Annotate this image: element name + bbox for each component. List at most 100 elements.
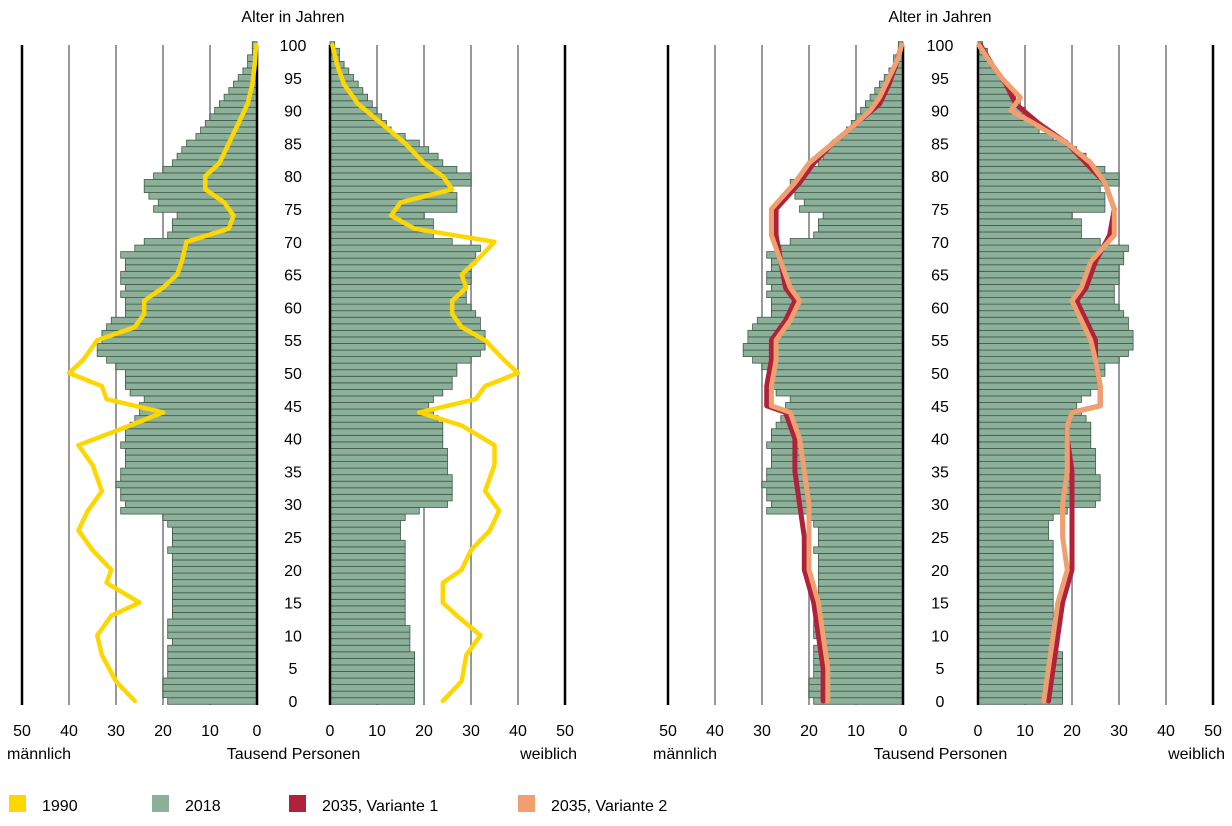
male-label: männlich	[7, 746, 71, 763]
bar-female-age-67	[977, 257, 1125, 266]
bar-female-age-27	[329, 520, 401, 528]
x-tick-label-male: 20	[154, 723, 172, 740]
bar-male-age-5	[167, 664, 258, 672]
legend-swatch-0	[9, 795, 26, 812]
bar-male-age-22	[818, 553, 904, 561]
bar-female-age-54	[977, 343, 1134, 351]
age-tick-label: 70	[284, 235, 302, 252]
age-tick-label: 90	[284, 104, 302, 121]
bar-female-age-48	[329, 382, 453, 390]
series-line-female-1990	[330, 42, 521, 704]
x-tick-label-male: 50	[659, 723, 677, 740]
bar-female-age-87	[977, 126, 1040, 134]
bar-male-age-58	[756, 316, 904, 325]
bar-female-age-21	[329, 559, 406, 567]
bar-female-age-24	[977, 539, 1054, 548]
bar-male-age-70	[789, 238, 904, 246]
bar-male-age-80	[799, 172, 904, 180]
bar-male-age-9	[171, 638, 258, 646]
x-tick-label-male: 50	[13, 723, 31, 740]
bar-female-age-40	[977, 434, 1092, 443]
bar-female-age-80	[329, 172, 472, 180]
age-tick-label: 15	[284, 596, 302, 613]
bar-male-age-30	[125, 500, 258, 508]
bar-female-age-69	[329, 244, 481, 253]
bar-male-age-16	[818, 592, 904, 600]
bar-male-age-17	[171, 585, 258, 594]
bar-female-age-12	[329, 618, 406, 626]
bar-female-age-75	[977, 205, 1106, 213]
bar-male-age-25	[171, 533, 258, 541]
bar-female-age-18	[977, 579, 1054, 587]
bar-female-age-0	[329, 697, 415, 705]
x-tick-label-male: 40	[60, 723, 78, 740]
bar-female-age-49	[977, 375, 1101, 384]
bar-female-age-11	[329, 625, 411, 633]
bar-male-age-74	[176, 211, 258, 220]
bar-female-age-34	[329, 474, 453, 482]
bar-male-age-46	[143, 395, 258, 403]
bar-male-age-23	[167, 546, 258, 554]
x-tick-label-female: 10	[1016, 723, 1034, 740]
bar-female-age-41	[329, 428, 444, 436]
bar-male-age-16	[171, 592, 258, 600]
bar-female-age-17	[329, 585, 406, 594]
bar-female-age-19	[329, 572, 406, 581]
chart-title: Alter in Jahren	[241, 9, 344, 26]
bar-male-age-10	[167, 631, 258, 640]
age-tick-label: 80	[931, 169, 949, 186]
x-tick-label-male: 30	[753, 723, 771, 740]
bar-male-age-64	[120, 277, 258, 285]
bar-male-age-76	[157, 198, 258, 207]
bar-female-age-66	[977, 264, 1120, 272]
bar-female-age-68	[329, 251, 477, 259]
bar-male-age-67	[771, 257, 904, 266]
bar-male-age-85	[186, 139, 258, 148]
age-tick-label: 65	[284, 268, 302, 285]
bar-male-age-90	[214, 106, 258, 115]
bar-female-age-24	[329, 539, 406, 548]
bar-female-age-32	[977, 487, 1101, 495]
bars-2018	[742, 41, 1134, 705]
bar-female-age-43	[329, 415, 439, 423]
bar-female-age-73	[977, 218, 1082, 226]
bar-male-age-11	[167, 625, 258, 633]
age-tick-label: 75	[931, 202, 949, 219]
bar-male-age-58	[110, 316, 258, 325]
bar-female-age-66	[329, 264, 472, 272]
x-tick-label-female: 30	[462, 723, 480, 740]
age-tick-label: 15	[931, 596, 949, 613]
bar-female-age-53	[977, 349, 1129, 358]
bar-male-age-9	[818, 638, 904, 646]
age-tick-label: 55	[931, 333, 949, 350]
bar-male-age-79	[789, 179, 904, 187]
age-tick-label: 30	[284, 497, 302, 514]
bar-male-age-21	[171, 559, 258, 567]
bar-female-age-59	[977, 310, 1125, 318]
bar-male-age-31	[120, 493, 258, 502]
bar-female-age-25	[329, 533, 401, 541]
age-tick-label: 0	[936, 694, 945, 711]
bar-female-age-4	[329, 671, 415, 679]
bar-male-age-69	[134, 244, 258, 253]
bar-female-age-26	[329, 526, 401, 535]
bar-male-age-84	[181, 146, 258, 154]
bar-male-age-55	[101, 336, 258, 344]
bar-male-age-87	[846, 126, 904, 134]
bar-male-age-66	[125, 264, 258, 272]
bar-female-age-86	[977, 133, 1054, 141]
bar-male-age-77	[794, 192, 904, 200]
bar-male-age-44	[785, 408, 904, 417]
bar-male-age-45	[139, 402, 258, 410]
bar-female-age-51	[977, 362, 1106, 371]
bar-female-age-56	[329, 329, 486, 338]
bar-female-age-22	[329, 553, 406, 561]
bar-female-age-47	[977, 388, 1092, 397]
bar-male-age-79	[143, 179, 258, 187]
bar-male-age-71	[813, 231, 904, 239]
bar-male-age-10	[813, 631, 904, 640]
bar-male-age-18	[171, 579, 258, 587]
bar-male-age-68	[120, 251, 258, 259]
legend: 1990 2018 2035, Variante 1 2035, Variante 2	[9, 795, 667, 815]
age-tick-label: 35	[284, 464, 302, 481]
